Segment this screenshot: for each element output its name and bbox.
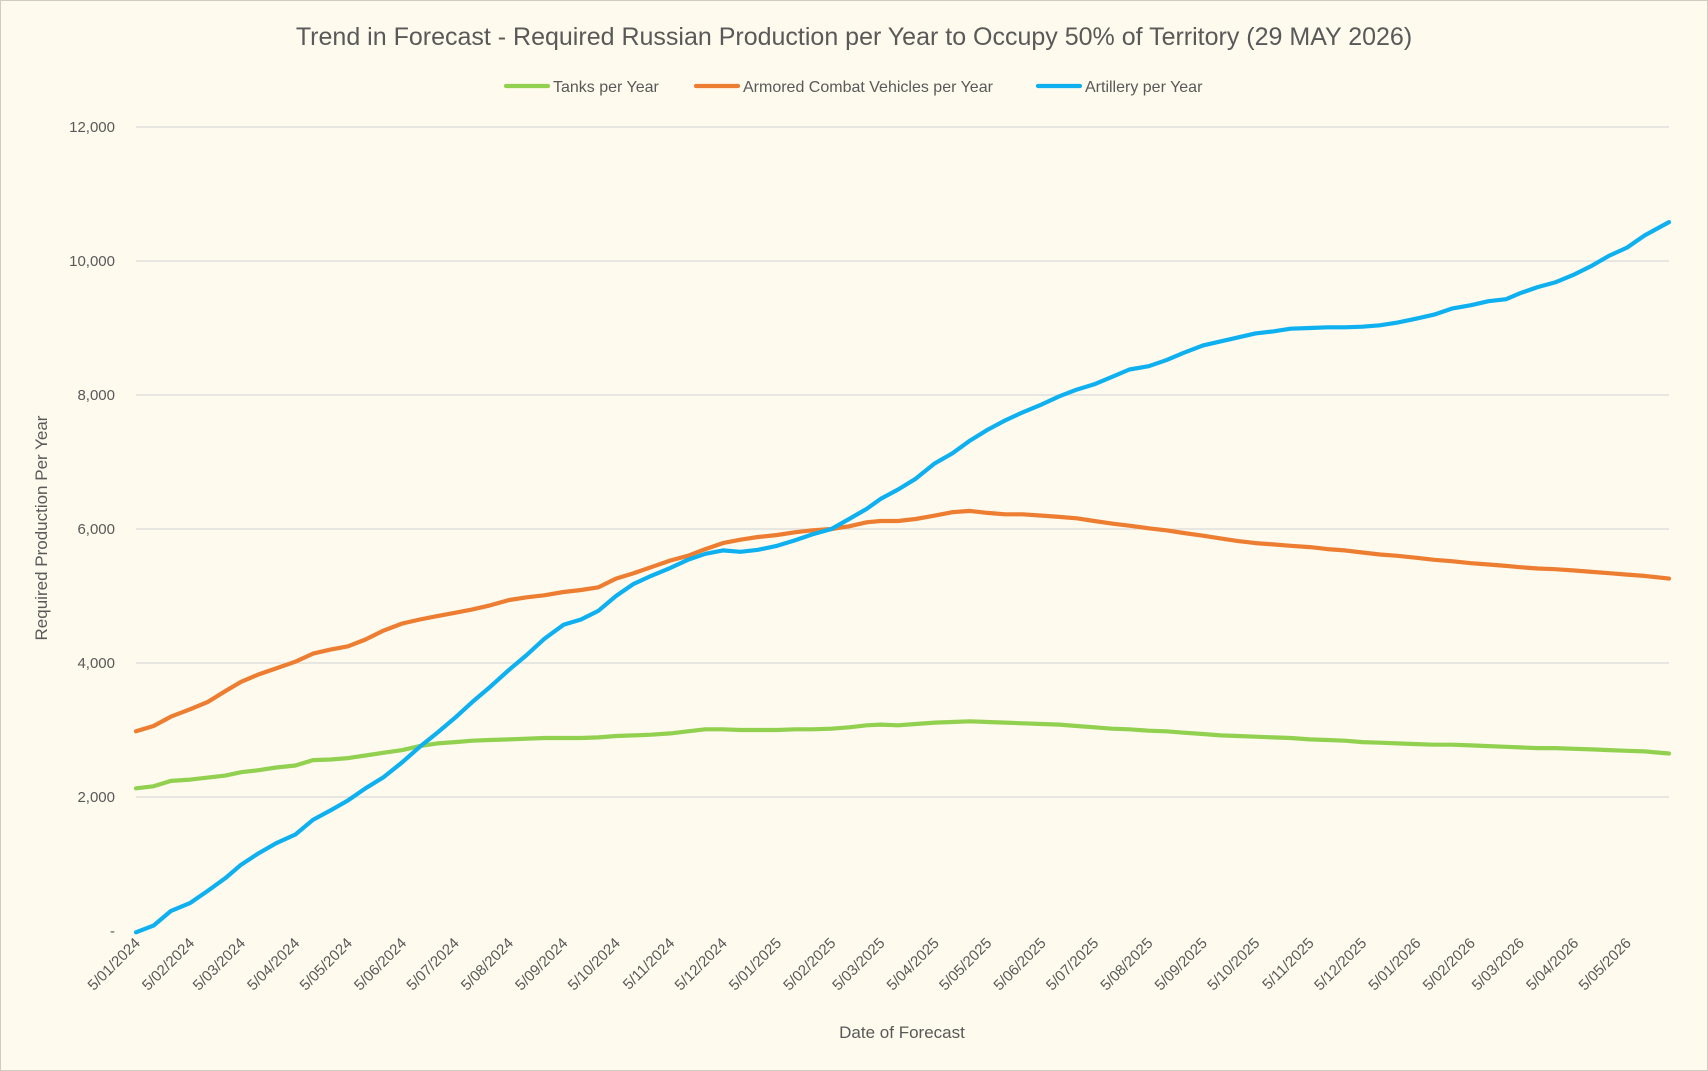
x-tick-label: 5/06/2025 bbox=[990, 935, 1049, 994]
x-tick-label: 5/12/2025 bbox=[1311, 935, 1370, 994]
x-tick-label: 5/08/2025 bbox=[1097, 935, 1156, 994]
x-axis-ticks: 5/01/20245/02/20245/03/20245/04/20245/05… bbox=[85, 935, 1635, 994]
y-tick-label: - bbox=[110, 923, 115, 940]
x-tick-label: 5/09/2024 bbox=[512, 935, 571, 994]
x-tick-label: 5/09/2025 bbox=[1152, 935, 1211, 994]
series-line-tanks-per-year bbox=[133, 719, 1672, 791]
x-tick-label: 5/05/2024 bbox=[297, 935, 356, 994]
series-line-armored-combat-vehicles-per-year bbox=[133, 508, 1672, 734]
legend-label: Tanks per Year bbox=[553, 79, 660, 96]
y-axis-ticks: - 2,000 4,000 6,000 8,000 10,000 12,000 bbox=[69, 119, 115, 940]
x-tick-label: 5/10/2024 bbox=[565, 935, 624, 994]
x-tick-label: 5/05/2025 bbox=[936, 935, 995, 994]
x-tick-label: 5/07/2025 bbox=[1043, 935, 1102, 994]
x-tick-label: 5/04/2025 bbox=[884, 935, 943, 994]
x-axis-title: Date of Forecast bbox=[839, 1023, 965, 1042]
y-tick-label: 10,000 bbox=[69, 253, 115, 270]
x-tick-label: 5/03/2025 bbox=[829, 935, 888, 994]
x-tick-label: 5/01/2025 bbox=[726, 935, 785, 994]
series-line-artillery-per-year bbox=[133, 220, 1672, 935]
legend-label: Artillery per Year bbox=[1085, 79, 1203, 96]
x-tick-label: 5/10/2025 bbox=[1204, 935, 1263, 994]
x-tick-label: 5/06/2024 bbox=[351, 935, 410, 994]
x-tick-label: 5/08/2024 bbox=[458, 935, 517, 994]
series-lines bbox=[133, 220, 1672, 935]
chart-title: Trend in Forecast - Required Russian Pro… bbox=[296, 23, 1412, 51]
x-tick-label: 5/03/2024 bbox=[190, 935, 249, 994]
x-tick-label: 5/11/2025 bbox=[1259, 935, 1317, 993]
x-tick-label: 5/01/2026 bbox=[1365, 935, 1424, 994]
x-tick-label: 5/01/2024 bbox=[85, 935, 144, 994]
y-tick-label: 4,000 bbox=[77, 655, 115, 672]
x-tick-label: 5/07/2024 bbox=[403, 935, 462, 994]
y-tick-label: 2,000 bbox=[77, 789, 115, 806]
x-tick-label: 5/11/2024 bbox=[620, 935, 678, 993]
x-tick-label: 5/02/2025 bbox=[780, 935, 839, 994]
x-tick-label: 5/03/2026 bbox=[1469, 935, 1528, 994]
x-tick-label: 5/02/2026 bbox=[1420, 935, 1479, 994]
x-tick-label: 5/04/2024 bbox=[244, 935, 303, 994]
gridlines bbox=[136, 126, 1669, 798]
x-tick-label: 5/02/2024 bbox=[139, 935, 198, 994]
y-tick-label: 8,000 bbox=[77, 387, 115, 404]
x-tick-label: 5/04/2026 bbox=[1523, 935, 1582, 994]
x-tick-label: 5/05/2026 bbox=[1576, 935, 1635, 994]
x-tick-label: 5/12/2024 bbox=[672, 935, 731, 994]
y-tick-label: 12,000 bbox=[69, 119, 115, 136]
legend: Tanks per Year Armored Combat Vehicles pe… bbox=[503, 79, 1203, 96]
y-axis-title: Required Production Per Year bbox=[32, 415, 51, 640]
y-tick-label: 6,000 bbox=[77, 521, 115, 538]
legend-label: Armored Combat Vehicles per Year bbox=[743, 79, 994, 96]
